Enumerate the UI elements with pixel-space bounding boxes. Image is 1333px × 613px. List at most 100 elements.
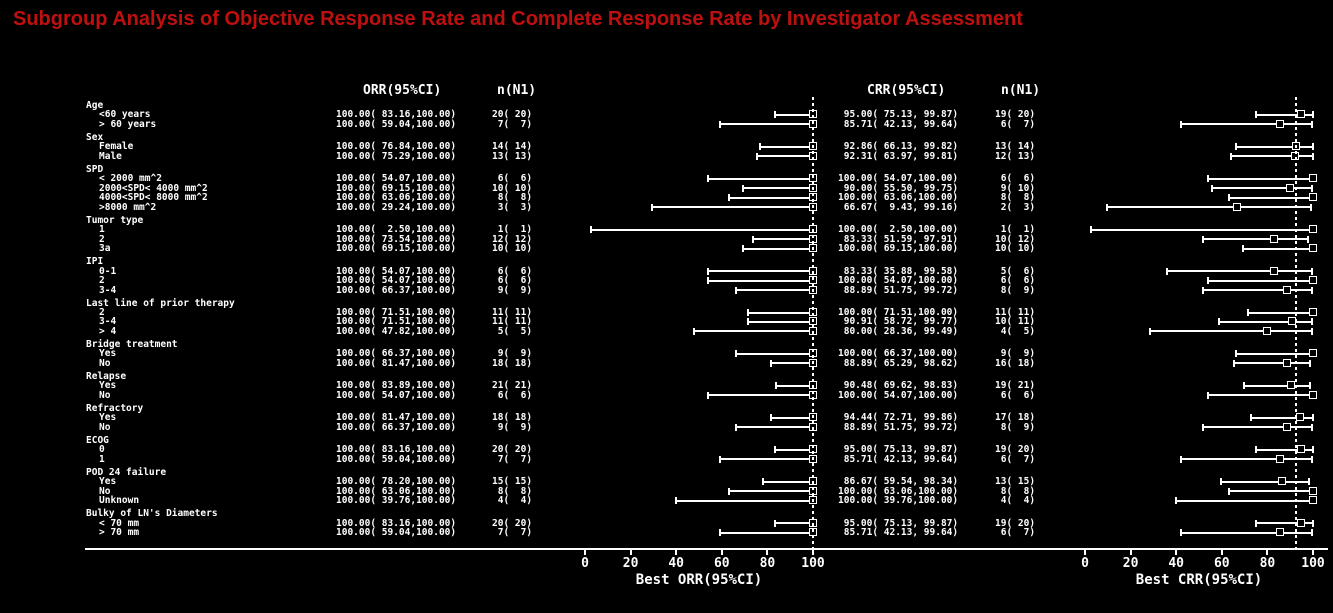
orr-n-text: 15( 15)	[492, 476, 533, 488]
ci-cap-high	[1311, 414, 1314, 422]
subgroup-item-label: Female	[99, 141, 134, 153]
ci-cap-low	[1210, 184, 1213, 192]
ci-line	[1181, 531, 1313, 534]
ci-line	[742, 187, 813, 190]
ci-line	[1250, 416, 1313, 419]
crr-value-text: 100.00( 63.06,100.00)	[838, 485, 959, 497]
figure-title: Subgroup Analysis of Objective Response …	[13, 8, 1023, 30]
orr-value-text: 100.00( 71.51,100.00)	[336, 316, 457, 328]
ci-cap-low	[693, 327, 696, 335]
crr-n-text: 11( 11)	[995, 307, 1036, 318]
ci-cap-high	[1311, 267, 1314, 275]
crr-n-text: 6( 7)	[995, 453, 1036, 465]
ci-cap-high	[1309, 382, 1312, 390]
crr-n-text: 9( 9)	[995, 348, 1036, 360]
ci-cap-low	[1235, 350, 1238, 358]
ci-cap-low	[1229, 152, 1232, 160]
crr-value-text: 95.00( 75.13, 99.87)	[838, 444, 959, 456]
crr-n-text: 2( 3)	[995, 201, 1036, 213]
subgroup-item-label: 1	[99, 453, 105, 465]
axis-tick-label: 60	[713, 556, 730, 571]
crr-n-text: 16( 18)	[995, 357, 1036, 369]
crr-value-text: 88.89( 65.29, 98.62)	[838, 357, 959, 369]
subgroup-item-label: 4000<SPD< 8000 mm^2	[99, 192, 208, 204]
axis-tick	[584, 550, 586, 555]
ci-line	[1256, 448, 1313, 451]
axis-tick-label: 0	[581, 556, 589, 571]
subgroup-group-label: Sex	[86, 131, 104, 143]
ci-line	[760, 145, 813, 148]
crr-n-text: 10( 12)	[995, 233, 1036, 245]
ci-cap-low	[650, 203, 653, 211]
ci-cap-low	[707, 175, 710, 183]
crr-n-text: 8( 8)	[995, 192, 1036, 204]
ci-cap-low	[1180, 120, 1183, 128]
ci-cap-low	[718, 529, 721, 537]
axis-tick-label: 20	[1122, 556, 1139, 571]
crr-value-text: 83.33( 51.59, 97.91)	[838, 233, 959, 245]
ci-line	[708, 270, 813, 273]
estimate-marker	[1278, 477, 1287, 486]
crr-value-text: 88.89( 51.75, 99.72)	[838, 284, 959, 296]
orr-n-text: 20( 20)	[492, 517, 533, 529]
orr-value-text: 100.00( 75.29,100.00)	[336, 150, 457, 162]
ci-line	[776, 384, 813, 387]
ci-cap-high	[1311, 519, 1314, 527]
ci-cap-high	[1311, 184, 1314, 192]
ci-cap-low	[707, 267, 710, 275]
crr-column-header: CRR(95%CI)	[867, 83, 946, 98]
orr-n-text: 18( 18)	[492, 357, 533, 369]
ci-line	[736, 289, 813, 291]
orr-value-text: 100.00( 76.84,100.00)	[336, 141, 457, 153]
estimate-marker	[1270, 266, 1279, 275]
ci-cap-low	[674, 497, 677, 505]
ci-cap-low	[1255, 111, 1258, 119]
ci-cap-high	[1311, 423, 1314, 431]
ci-cap-low	[1217, 318, 1220, 326]
crr-value-text: 100.00( 54.07,100.00)	[838, 389, 959, 401]
estimate-marker	[1275, 119, 1284, 128]
ci-line	[1175, 499, 1313, 502]
orr-n-text: 11( 11)	[492, 316, 533, 328]
orr-value-text: 100.00( 54.07,100.00)	[336, 389, 457, 401]
crr-value-text: 95.00( 75.13, 99.87)	[838, 517, 959, 529]
crr-n-text: 6( 6)	[995, 275, 1036, 287]
estimate-marker	[1286, 381, 1295, 390]
crr-value-text: 80.00( 28.36, 99.49)	[838, 325, 959, 337]
ci-cap-low	[1165, 267, 1168, 275]
orr-n-text: 7( 7)	[492, 453, 533, 465]
crr-n-text: 6( 6)	[995, 389, 1036, 401]
ci-line	[1242, 247, 1313, 250]
axis-tick	[1129, 550, 1132, 555]
ci-cap-low	[747, 318, 750, 326]
axis-tick	[1266, 550, 1269, 555]
ci-line	[1218, 320, 1313, 323]
ci-cap-low	[735, 286, 738, 294]
ci-cap-low	[1227, 194, 1230, 202]
crr-n-text: 8( 9)	[995, 284, 1036, 296]
ci-line	[1202, 426, 1313, 429]
ci-cap-low	[707, 277, 710, 285]
orr-n-text: 8( 8)	[492, 485, 533, 497]
ci-line	[1230, 155, 1313, 158]
ci-cap-low	[1201, 235, 1204, 243]
ci-line	[694, 330, 813, 333]
estimate-marker	[1297, 445, 1306, 454]
axis-tick-label: 100	[1301, 556, 1325, 571]
ci-cap-low	[1232, 359, 1235, 367]
ci-line	[708, 394, 813, 397]
ci-line	[774, 448, 813, 451]
axis-tick	[675, 550, 678, 555]
ci-line	[651, 206, 813, 209]
ci-cap-low	[735, 423, 738, 431]
subgroup-group-label: Last line of prior therapy	[86, 297, 235, 309]
crr-value-text: 90.00( 55.50, 99.75)	[838, 182, 959, 194]
ci-line	[1208, 177, 1313, 180]
orr-n-text: 10( 10)	[492, 243, 533, 255]
subgroup-item-label: Yes	[99, 412, 117, 424]
crr-n-text: 19( 20)	[995, 444, 1036, 456]
orr-value-text: 100.00( 2.50,100.00)	[336, 224, 457, 236]
subgroup-group-label: IPI	[86, 256, 104, 268]
orr-axis-label: Best ORR(95%CI)	[635, 572, 763, 588]
ci-line	[1243, 384, 1311, 387]
